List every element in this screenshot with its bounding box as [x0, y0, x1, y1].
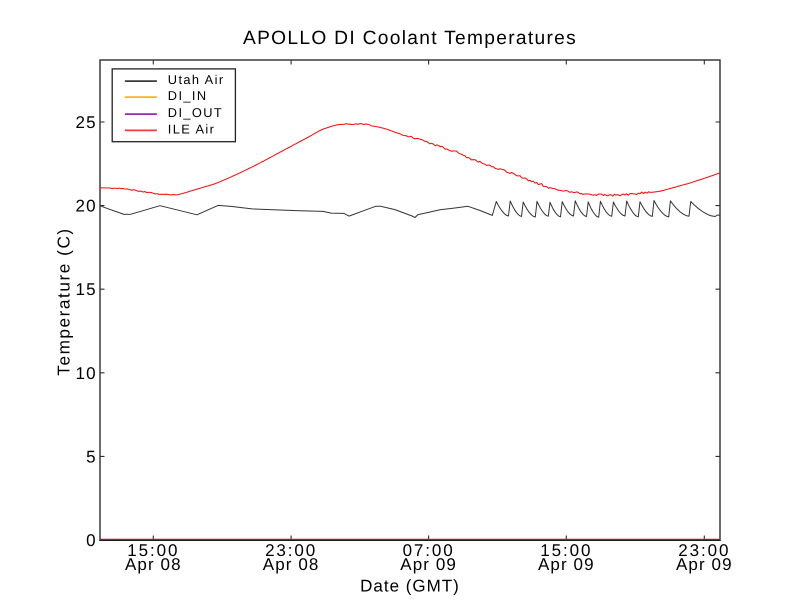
- svg-text:20: 20: [75, 197, 96, 216]
- svg-text:0: 0: [86, 531, 97, 550]
- svg-text:Apr 08: Apr 08: [263, 555, 320, 574]
- svg-text:APOLLO DI Coolant Temperatures: APOLLO DI Coolant Temperatures: [243, 28, 577, 49]
- svg-text:10: 10: [75, 364, 96, 383]
- svg-text:07:00: 07:00: [403, 541, 455, 560]
- svg-text:23:00: 23:00: [678, 541, 730, 560]
- svg-text:Apr 09: Apr 09: [676, 555, 733, 574]
- svg-text:15: 15: [75, 280, 96, 299]
- svg-text:Utah Air: Utah Air: [168, 72, 225, 87]
- svg-text:15:00: 15:00: [127, 541, 179, 560]
- svg-text:Apr 09: Apr 09: [538, 555, 595, 574]
- svg-text:Apr 08: Apr 08: [125, 555, 182, 574]
- svg-text:Apr 09: Apr 09: [400, 555, 457, 574]
- svg-text:Temperature (C): Temperature (C): [54, 227, 74, 375]
- svg-text:DI_IN: DI_IN: [168, 88, 208, 103]
- svg-text:ILE Air: ILE Air: [168, 121, 216, 136]
- svg-text:15:00: 15:00: [540, 541, 592, 560]
- svg-text:5: 5: [86, 447, 97, 466]
- svg-text:23:00: 23:00: [265, 541, 317, 560]
- svg-text:25: 25: [75, 113, 96, 132]
- svg-text:Date (GMT): Date (GMT): [360, 577, 460, 596]
- svg-text:DI_OUT: DI_OUT: [168, 105, 223, 120]
